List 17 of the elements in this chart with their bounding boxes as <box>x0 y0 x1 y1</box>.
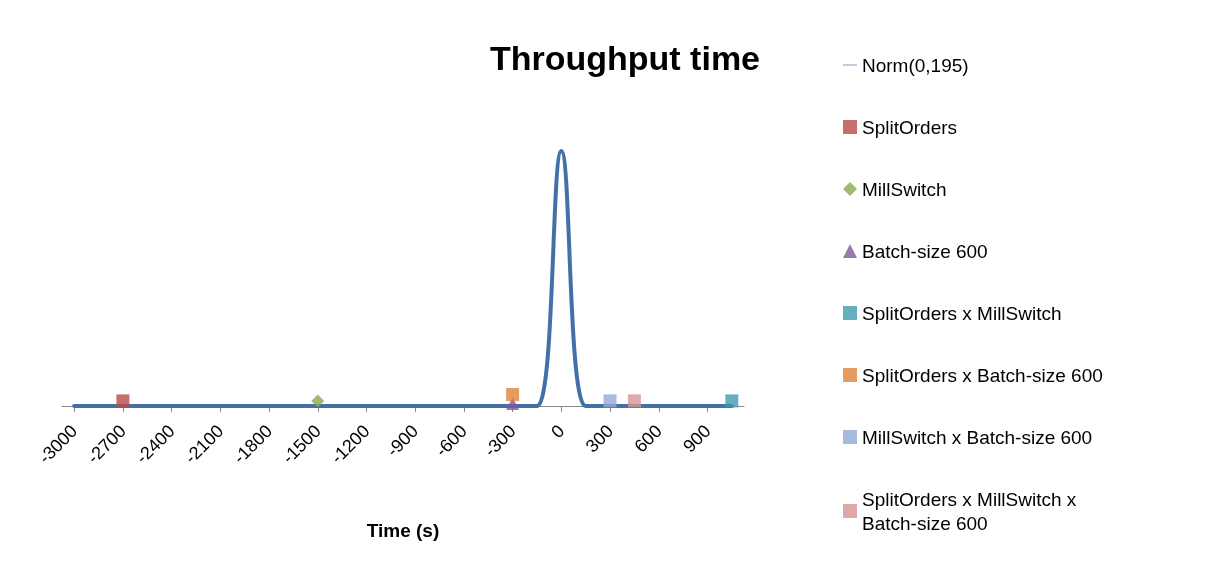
legend-label: SplitOrders x MillSwitch x Batch-size 600 <box>862 488 1082 534</box>
x-tick-label: 600 <box>630 420 666 457</box>
legend-label: MillSwitch <box>862 178 947 200</box>
x-tick-label: -300 <box>480 420 520 461</box>
x-tick-label: 900 <box>679 420 715 457</box>
legend-label: Batch-size 600 <box>862 240 988 262</box>
x-tick-label: 300 <box>581 420 618 457</box>
legend-label: SplitOrders x MillSwitch <box>862 302 1062 324</box>
x-tick-label: -600 <box>431 420 471 461</box>
x-tick-label: 0 <box>547 420 569 443</box>
legend-label: MillSwitch x Batch-size 600 <box>862 426 1093 448</box>
x-axis-title: Time (s) <box>366 520 440 541</box>
legend-label: SplitOrders x Batch-size 600 <box>862 364 1103 386</box>
chart-title: Throughput time <box>489 39 761 77</box>
legend-label: Norm(0,195) <box>862 54 969 76</box>
x-tick-label: -900 <box>382 420 423 461</box>
legend-label: SplitOrders <box>862 116 958 138</box>
